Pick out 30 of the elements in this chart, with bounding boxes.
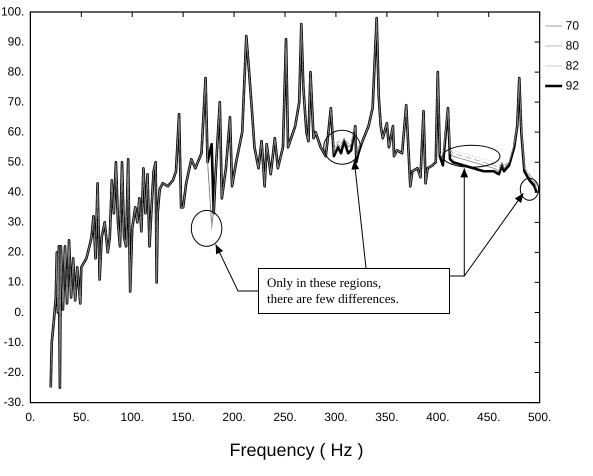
y-tick-label: 10. [8,274,24,289]
x-tick-label: 300. [324,410,348,424]
y-tick-label: 0. [14,304,24,319]
x-tick-label: 250. [273,410,297,424]
y-tick-label: 50. [8,154,24,169]
y-tick-label: 80. [8,64,24,78]
x-tick-label: 450. [477,410,500,424]
x-tick-label: 50. [72,410,90,424]
x-tick-label: 0. [25,410,36,424]
legend-label: 80 [566,38,580,52]
legend-label: 82 [566,58,580,72]
y-tick-label: -10. [4,334,24,349]
x-tick-label: 500. [528,410,552,424]
legend-label: 92 [566,78,580,92]
y-tick-label: -30. [4,394,24,409]
x-tick-label: 350. [375,410,399,424]
y-tick-label: 60. [8,124,24,138]
y-tick-label: 100. [0,4,24,18]
x-tick-label: 100. [120,410,144,424]
y-tick-label: 90. [8,34,24,48]
x-tick-label: 150. [171,410,195,424]
y-tick-label: 30. [8,214,24,229]
y-tick-label: 70. [8,94,24,108]
y-tick-label: 40. [8,184,24,199]
x-tick-label: 400. [426,410,450,424]
y-tick-label: 20. [8,244,24,259]
y-tick-label: -20. [4,364,24,379]
x-axis-title: Frequency ( Hz ) [228,440,365,461]
x-tick-label: 200. [222,410,246,424]
legend-label: 70 [566,18,580,32]
